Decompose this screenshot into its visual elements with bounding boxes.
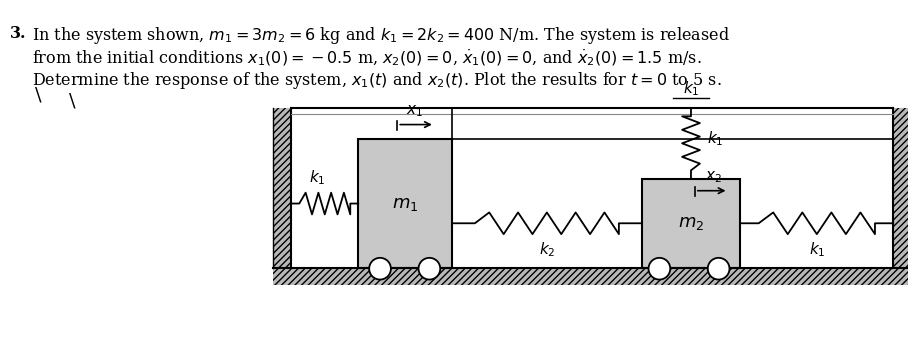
Text: $m_2$: $m_2$ (677, 214, 703, 232)
Text: $x_1$: $x_1$ (405, 103, 422, 119)
Circle shape (707, 258, 729, 280)
Bar (357, 140, 451, 268)
Bar (273, 108, 291, 268)
Bar (641, 179, 740, 268)
Circle shape (648, 258, 670, 280)
Circle shape (369, 258, 391, 280)
Text: $k_1$: $k_1$ (808, 240, 824, 259)
Text: $m_1$: $m_1$ (391, 194, 418, 213)
Bar (892, 108, 910, 268)
Text: $k_1$: $k_1$ (706, 129, 722, 148)
Text: $k_2$: $k_2$ (538, 240, 554, 259)
Text: $k_1$: $k_1$ (682, 79, 698, 98)
Text: $k_1$: $k_1$ (308, 168, 324, 187)
Text: Determine the response of the system, $x_1(t)$ and $x_2(t)$. Plot the results fo: Determine the response of the system, $x… (31, 70, 720, 91)
Text: In the system shown, $m_1 = 3m_2 = 6$ kg and $k_1 = 2k_2 = 400$ N/m. The system : In the system shown, $m_1 = 3m_2 = 6$ kg… (31, 25, 729, 46)
Text: from the initial conditions $x_1(0) = -0.5$ m, $x_2(0) = 0$, $\dot{x}_1(0) = 0$,: from the initial conditions $x_1(0) = -0… (31, 48, 700, 68)
Circle shape (418, 258, 440, 280)
Text: 3.: 3. (10, 25, 27, 42)
Text: \: \ (35, 86, 41, 104)
Bar (273, 268, 910, 285)
Text: \: \ (69, 93, 75, 111)
Text: $x_2$: $x_2$ (704, 169, 721, 185)
